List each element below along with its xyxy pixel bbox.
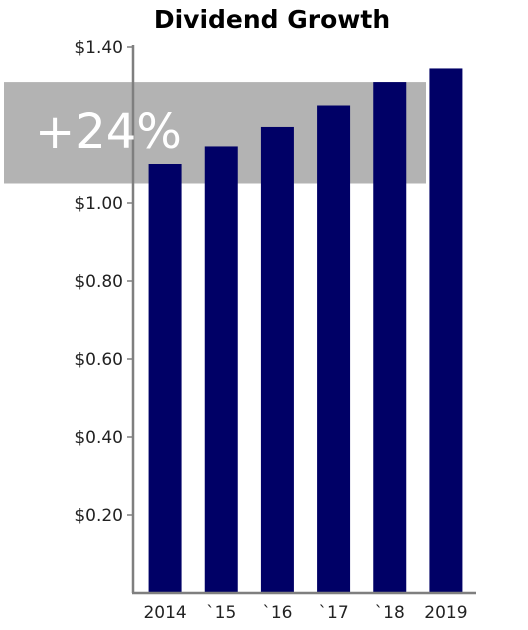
- tick-labels-group: 2014 `15 `16 `17 `18 2019 $0.20 $0.40 $0.60 $0.80…: [74, 38, 467, 623]
- y-tick-label: $1.40: [74, 38, 123, 58]
- x-tick-label: 2014: [143, 603, 186, 623]
- y-tick-label: $0.40: [74, 428, 123, 448]
- x-tick-label: `16: [262, 603, 292, 623]
- bar-2014: [148, 164, 182, 593]
- x-tick-label: `17: [319, 603, 349, 623]
- bar-16: [260, 126, 294, 593]
- x-tick-label: 2019: [424, 603, 467, 623]
- bars-group: [148, 68, 463, 593]
- bar-17: [317, 105, 351, 593]
- y-tick-label: $0.80: [74, 272, 123, 292]
- bar-15: [204, 146, 238, 593]
- y-tick-label: $0.20: [74, 506, 123, 526]
- chart-title: Dividend Growth: [154, 5, 390, 34]
- y-tick-label: $0.60: [74, 350, 123, 370]
- bar-18: [373, 82, 407, 593]
- y-tick-label: $1.00: [74, 194, 123, 214]
- bar-2019: [429, 68, 463, 593]
- growth-annotation-label: +24%: [35, 104, 182, 160]
- x-tick-label: `15: [206, 603, 236, 623]
- x-tick-label: `18: [375, 603, 405, 623]
